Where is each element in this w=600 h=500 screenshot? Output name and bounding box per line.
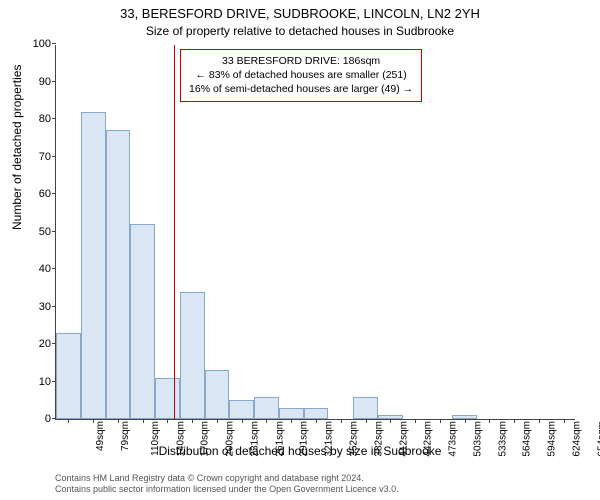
x-tick-mark [489,419,490,423]
y-tick-label: 80 [39,113,56,125]
x-tick-mark [440,419,441,423]
histogram-bar [56,333,81,419]
y-tick-label: 40 [39,263,56,275]
y-tick-label: 100 [33,38,56,50]
histogram-bar [180,292,205,420]
x-tick-mark [93,419,94,423]
x-tick-mark [167,419,168,423]
histogram-bar [81,112,106,420]
histogram-bar [304,408,329,419]
x-tick-mark [192,419,193,423]
y-axis-label: Number of detached properties [10,65,24,230]
x-tick-mark [514,419,515,423]
y-tick-label: 0 [45,413,56,425]
x-tick-mark [539,419,540,423]
info-callout: 33 BERESFORD DRIVE: 186sqm← 83% of detac… [180,49,422,102]
histogram-bar [155,378,180,419]
x-tick-mark [68,419,69,423]
histogram-bar [353,397,378,420]
y-tick-label: 30 [39,301,56,313]
x-tick-mark [415,419,416,423]
x-tick-mark [242,419,243,423]
x-tick-mark [291,419,292,423]
histogram-bar [130,224,155,419]
x-tick-mark [143,419,144,423]
footer-line: Contains HM Land Registry data © Crown c… [55,473,575,485]
x-axis-label: Distribution of detached houses by size … [0,444,600,458]
x-tick-mark [390,419,391,423]
y-tick-label: 90 [39,76,56,88]
x-tick-mark [118,419,119,423]
y-tick-mark [52,118,56,119]
y-tick-mark [52,268,56,269]
x-tick-mark [316,419,317,423]
histogram-bar [106,130,131,419]
chart-subtitle: Size of property relative to detached ho… [0,24,600,38]
histogram-bar [205,370,230,419]
info-line: 16% of semi-detached houses are larger (… [189,82,413,96]
footer-line: Contains public sector information licen… [55,484,575,496]
x-tick-mark [217,419,218,423]
plot-area: 010203040506070809010049sqm79sqm110sqm14… [55,45,575,420]
y-tick-label: 20 [39,338,56,350]
y-tick-mark [52,193,56,194]
x-tick-mark [366,419,367,423]
histogram-chart: 33, BERESFORD DRIVE, SUDBROOKE, LINCOLN,… [0,0,600,500]
x-tick-mark [266,419,267,423]
y-tick-mark [52,306,56,307]
reference-line [174,45,175,419]
histogram-bar [254,397,279,420]
x-tick-mark [465,419,466,423]
x-tick-mark [564,419,565,423]
y-tick-mark [52,43,56,44]
attribution-footer: Contains HM Land Registry data © Crown c… [55,473,575,496]
x-tick-mark [341,419,342,423]
y-tick-label: 10 [39,376,56,388]
y-tick-label: 50 [39,226,56,238]
chart-title: 33, BERESFORD DRIVE, SUDBROOKE, LINCOLN,… [0,6,600,21]
y-tick-mark [52,81,56,82]
y-tick-mark [52,231,56,232]
info-line: ← 83% of detached houses are smaller (25… [189,68,413,82]
histogram-bar [279,408,304,419]
y-tick-label: 70 [39,151,56,163]
y-tick-label: 60 [39,188,56,200]
info-line: 33 BERESFORD DRIVE: 186sqm [189,54,413,68]
y-tick-mark [52,156,56,157]
histogram-bar [229,400,254,419]
